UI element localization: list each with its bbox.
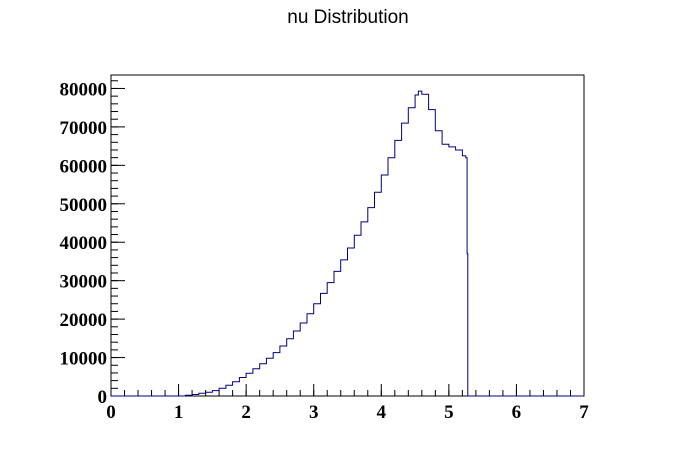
x-tick-label: 1 [174,402,184,423]
x-tick-label: 2 [241,402,251,423]
chart-title: nu Distribution [287,7,408,28]
y-tick-label: 50000 [60,195,108,216]
y-tick-label: 20000 [60,310,108,331]
y-tick-label: 10000 [60,349,108,370]
x-tick-label: 5 [444,402,454,423]
x-tick-label: 4 [377,402,387,423]
x-tick-label: 0 [106,402,116,423]
x-tick-label: 7 [579,402,589,423]
axis-ticks [110,80,585,397]
x-tick-label: 6 [512,402,522,423]
y-tick-label: 40000 [60,233,108,254]
y-tick-label: 70000 [60,118,108,139]
x-tick-label: 3 [309,402,319,423]
y-tick-label: 30000 [60,272,108,293]
plot-frame [110,74,585,397]
y-tick-label: 0 [98,387,108,408]
series-line [111,90,584,397]
y-tick-label: 80000 [60,79,108,100]
tick-labels: 0 1 2 3 4 5 6 7 0 10000 20000 30000 40000 50000 60000 7… [60,79,590,423]
y-tick-label: 60000 [60,156,108,177]
